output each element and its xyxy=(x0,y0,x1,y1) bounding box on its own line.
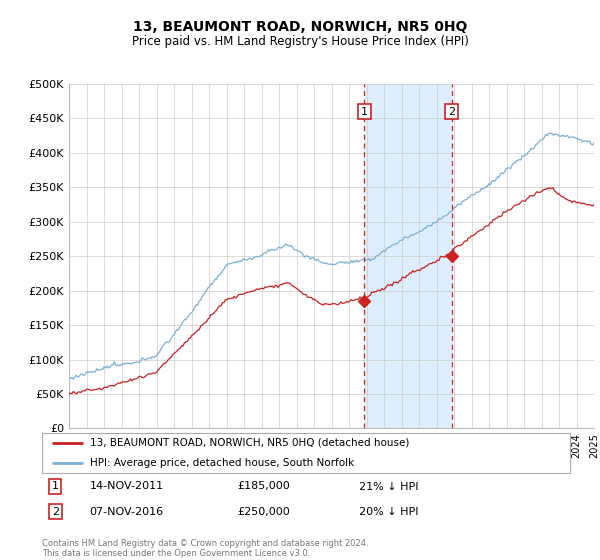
Text: Contains HM Land Registry data © Crown copyright and database right 2024.
This d: Contains HM Land Registry data © Crown c… xyxy=(42,539,368,558)
Text: Price paid vs. HM Land Registry's House Price Index (HPI): Price paid vs. HM Land Registry's House … xyxy=(131,35,469,48)
Text: 20% ↓ HPI: 20% ↓ HPI xyxy=(359,507,418,517)
Text: 21% ↓ HPI: 21% ↓ HPI xyxy=(359,482,418,492)
Text: HPI: Average price, detached house, South Norfolk: HPI: Average price, detached house, Sout… xyxy=(89,458,354,468)
Text: 2: 2 xyxy=(448,106,455,116)
Text: 13, BEAUMONT ROAD, NORWICH, NR5 0HQ: 13, BEAUMONT ROAD, NORWICH, NR5 0HQ xyxy=(133,20,467,34)
Text: 1: 1 xyxy=(52,482,59,492)
Text: 14-NOV-2011: 14-NOV-2011 xyxy=(89,482,164,492)
Bar xyxy=(364,84,452,428)
Text: 1: 1 xyxy=(361,106,368,116)
Text: 2: 2 xyxy=(52,507,59,517)
Text: 07-NOV-2016: 07-NOV-2016 xyxy=(89,507,164,517)
Text: £250,000: £250,000 xyxy=(238,507,290,517)
Text: £185,000: £185,000 xyxy=(238,482,290,492)
Text: 13, BEAUMONT ROAD, NORWICH, NR5 0HQ (detached house): 13, BEAUMONT ROAD, NORWICH, NR5 0HQ (det… xyxy=(89,438,409,448)
